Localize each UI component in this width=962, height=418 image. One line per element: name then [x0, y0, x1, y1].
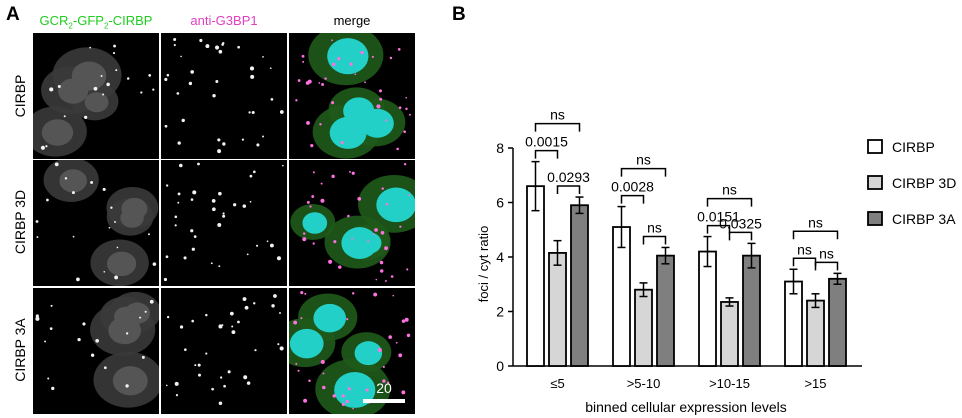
x-tick-label: >15	[804, 376, 826, 391]
col-green-end: -CIRBP	[108, 13, 153, 28]
significance-label: 0.0015	[525, 134, 568, 150]
significance-bracket	[534, 122, 581, 132]
y-tick-label: 4	[496, 249, 504, 265]
significance-label: 0.0293	[547, 169, 590, 185]
bar	[656, 254, 675, 367]
y-tick-label: 6	[496, 195, 504, 211]
panel-b-label: B	[452, 4, 466, 25]
micrograph-cirbp-3d-g3bp1	[161, 160, 287, 286]
significance-bracket	[534, 149, 559, 159]
significance-label: ns	[797, 241, 812, 257]
significance-bracket	[706, 197, 753, 207]
column-header-merge: merge	[333, 13, 371, 28]
legend-swatch	[867, 139, 883, 154]
significance-bracket	[642, 235, 667, 245]
significance-bracket	[620, 167, 667, 177]
legend-label: CIRBP 3A	[892, 211, 956, 227]
legend-swatch	[867, 175, 883, 190]
column-header-gfp: GCR2-GFP2-CIRBP	[32, 13, 160, 31]
bar	[526, 185, 545, 367]
x-tick-label: ≤5	[550, 376, 564, 391]
legend-label: CIRBP 3D	[892, 175, 956, 191]
bar	[806, 299, 825, 367]
bar	[698, 250, 717, 367]
significance-bracket	[706, 224, 731, 234]
micrograph-cirbp-merge	[289, 33, 415, 159]
column-header-g3bp1: anti-G3BP1	[190, 13, 258, 28]
significance-label: ns	[550, 107, 565, 123]
y-tick-label: 8	[496, 140, 504, 156]
col-green-mid: -GFP	[72, 13, 104, 28]
bar	[742, 254, 761, 367]
panel-a-label: A	[6, 4, 20, 25]
micrograph-cirbp-3d-gfp	[33, 160, 159, 286]
bar	[634, 288, 653, 367]
scale-bar-label: 20	[376, 380, 392, 396]
y-axis-label: foci / cyt ratio	[476, 226, 491, 303]
legend-swatch	[867, 211, 883, 226]
significance-label: ns	[636, 152, 651, 168]
significance-bracket	[792, 257, 817, 267]
bar	[548, 252, 567, 367]
significance-label: ns	[722, 182, 737, 198]
significance-label: ns	[808, 214, 823, 230]
col-green-text: GCR	[39, 13, 69, 28]
micrograph-cirbp-3a-g3bp1	[161, 288, 287, 414]
bar	[570, 204, 589, 367]
significance-bracket	[728, 231, 753, 241]
micrograph-cirbp-gfp	[33, 33, 159, 159]
micrograph-cirbp-3d-merge	[289, 160, 415, 286]
legend-label: CIRBP	[892, 139, 935, 155]
bar	[720, 301, 739, 367]
micrograph-cirbp-g3bp1	[161, 33, 287, 159]
significance-bracket	[556, 185, 581, 195]
x-axis-label: binned cellular expression levels	[585, 399, 787, 415]
significance-bracket	[620, 194, 645, 204]
significance-bracket	[814, 261, 839, 271]
scale-bar	[363, 399, 405, 403]
micrograph-cirbp-3a-gfp	[33, 288, 159, 414]
significance-bracket	[792, 230, 839, 240]
col-green-sub1: 2	[68, 21, 73, 31]
bar	[828, 277, 847, 367]
significance-label: ns	[819, 245, 834, 261]
significance-label: 0.0028	[611, 179, 654, 195]
col-green-sub2: 2	[103, 21, 109, 31]
significance-label: 0.0151	[697, 209, 740, 225]
significance-label: 0.0325	[719, 215, 762, 231]
significance-label: ns	[647, 219, 662, 235]
x-tick-label: >5-10	[627, 376, 661, 391]
y-tick-label: 0	[496, 358, 504, 374]
y-tick-label: 2	[496, 304, 504, 320]
x-tick-label: >10-15	[709, 376, 750, 391]
